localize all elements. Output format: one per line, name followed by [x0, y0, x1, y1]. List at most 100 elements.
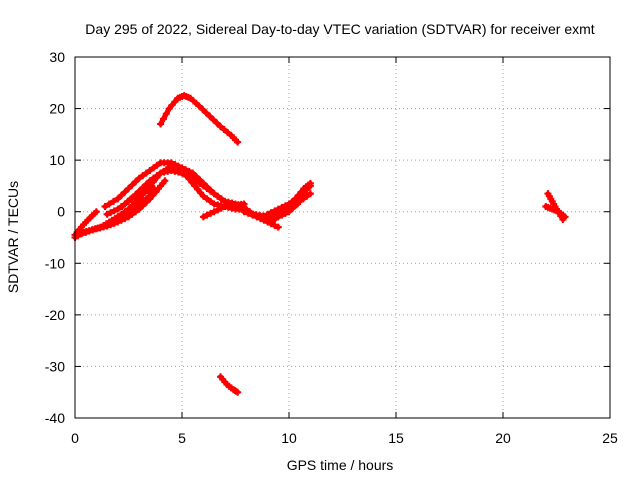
plot-frame: [74, 56, 611, 419]
data-point: [153, 172, 161, 180]
data-point: [92, 208, 100, 216]
data-point: [192, 172, 200, 180]
data-point: [110, 207, 118, 215]
x-tick-label: 25: [602, 430, 618, 446]
series-line: [74, 209, 99, 235]
data-point: [121, 188, 129, 196]
data-point: [174, 162, 182, 170]
data-point: [139, 197, 147, 205]
data-point: [203, 211, 211, 219]
data-point: [210, 190, 218, 198]
data-point: [110, 197, 118, 205]
data-point: [185, 167, 193, 175]
data-point: [278, 203, 286, 211]
data-point: [210, 208, 218, 216]
grid: [75, 57, 610, 418]
data-point: [114, 205, 122, 213]
data-point: [207, 209, 215, 217]
data-point: [107, 221, 115, 229]
data-point: [299, 189, 307, 197]
y-tick-label: -30: [45, 358, 65, 374]
data-point: [103, 210, 111, 218]
data-point: [153, 161, 161, 169]
data-point: [135, 200, 143, 208]
x-axis-label: GPS time / hours: [287, 457, 394, 473]
data-point: [162, 110, 170, 118]
data-point: [256, 215, 264, 223]
data-point: [89, 226, 97, 234]
x-tick-label: 5: [178, 430, 186, 446]
data-point: [306, 182, 314, 190]
data-point: [264, 210, 272, 218]
y-tick-label: 20: [49, 101, 65, 117]
data-point: [234, 388, 242, 396]
data-point: [114, 213, 122, 221]
series-arc-14: [268, 200, 302, 226]
series-arc-1: [157, 92, 242, 146]
data-point: [117, 191, 125, 199]
data-point: [246, 208, 254, 216]
data-point: [206, 112, 214, 120]
chart-title: Day 295 of 2022, Sidereal Day-to-day VTE…: [85, 21, 594, 37]
axis-ticks: 0 5 10 15 20 25 -40 -30 -20 -10 0 10 20 30: [45, 49, 618, 446]
data-point: [142, 195, 150, 203]
series-arc-17: [542, 203, 569, 221]
data-point: [271, 207, 279, 215]
data-point: [182, 166, 190, 174]
data-point: [260, 216, 268, 224]
data-point: [139, 172, 147, 180]
data-point: [203, 183, 211, 191]
data-point: [209, 116, 217, 124]
series-arc-8: [118, 185, 158, 211]
data-point: [242, 205, 250, 213]
data-point: [274, 223, 282, 231]
y-tick-label: -20: [45, 307, 65, 323]
data-point: [85, 227, 93, 235]
data-series: [71, 92, 569, 396]
data-point: [234, 138, 242, 146]
data-point: [217, 123, 225, 131]
data-point: [103, 222, 111, 230]
data-point: [199, 192, 207, 200]
data-point: [303, 185, 311, 193]
data-point: [249, 210, 257, 218]
data-point: [294, 200, 302, 208]
data-point: [132, 178, 140, 186]
data-point: [253, 213, 261, 221]
data-point: [306, 190, 314, 198]
data-point: [289, 197, 297, 205]
data-point: [121, 209, 129, 217]
data-point: [202, 109, 210, 117]
data-point: [142, 180, 150, 188]
y-tick-label: 30: [49, 49, 65, 65]
data-point: [199, 213, 207, 221]
data-point: [178, 164, 186, 172]
data-point: [171, 160, 179, 168]
data-point: [105, 200, 113, 208]
data-point: [135, 174, 143, 182]
data-point: [199, 179, 207, 187]
x-tick-label: 15: [388, 430, 404, 446]
data-point: [107, 209, 115, 217]
data-point: [213, 119, 221, 127]
data-point: [159, 115, 167, 123]
data-point: [132, 203, 140, 211]
data-point: [561, 213, 569, 221]
data-point: [217, 204, 225, 212]
series-arc-13: [242, 205, 282, 231]
data-point: [220, 126, 228, 134]
data-point: [240, 200, 248, 208]
y-axis-label: SDTVAR / TECUs: [5, 181, 21, 293]
data-point: [150, 185, 158, 193]
data-point: [296, 192, 304, 200]
data-point: [207, 197, 215, 205]
data-point: [128, 205, 136, 213]
data-point: [196, 176, 204, 184]
data-point: [303, 192, 311, 200]
data-point: [128, 181, 136, 189]
data-point: [149, 174, 157, 182]
x-tick-label: 20: [495, 430, 511, 446]
data-point: [125, 185, 132, 193]
data-point: [146, 177, 154, 185]
